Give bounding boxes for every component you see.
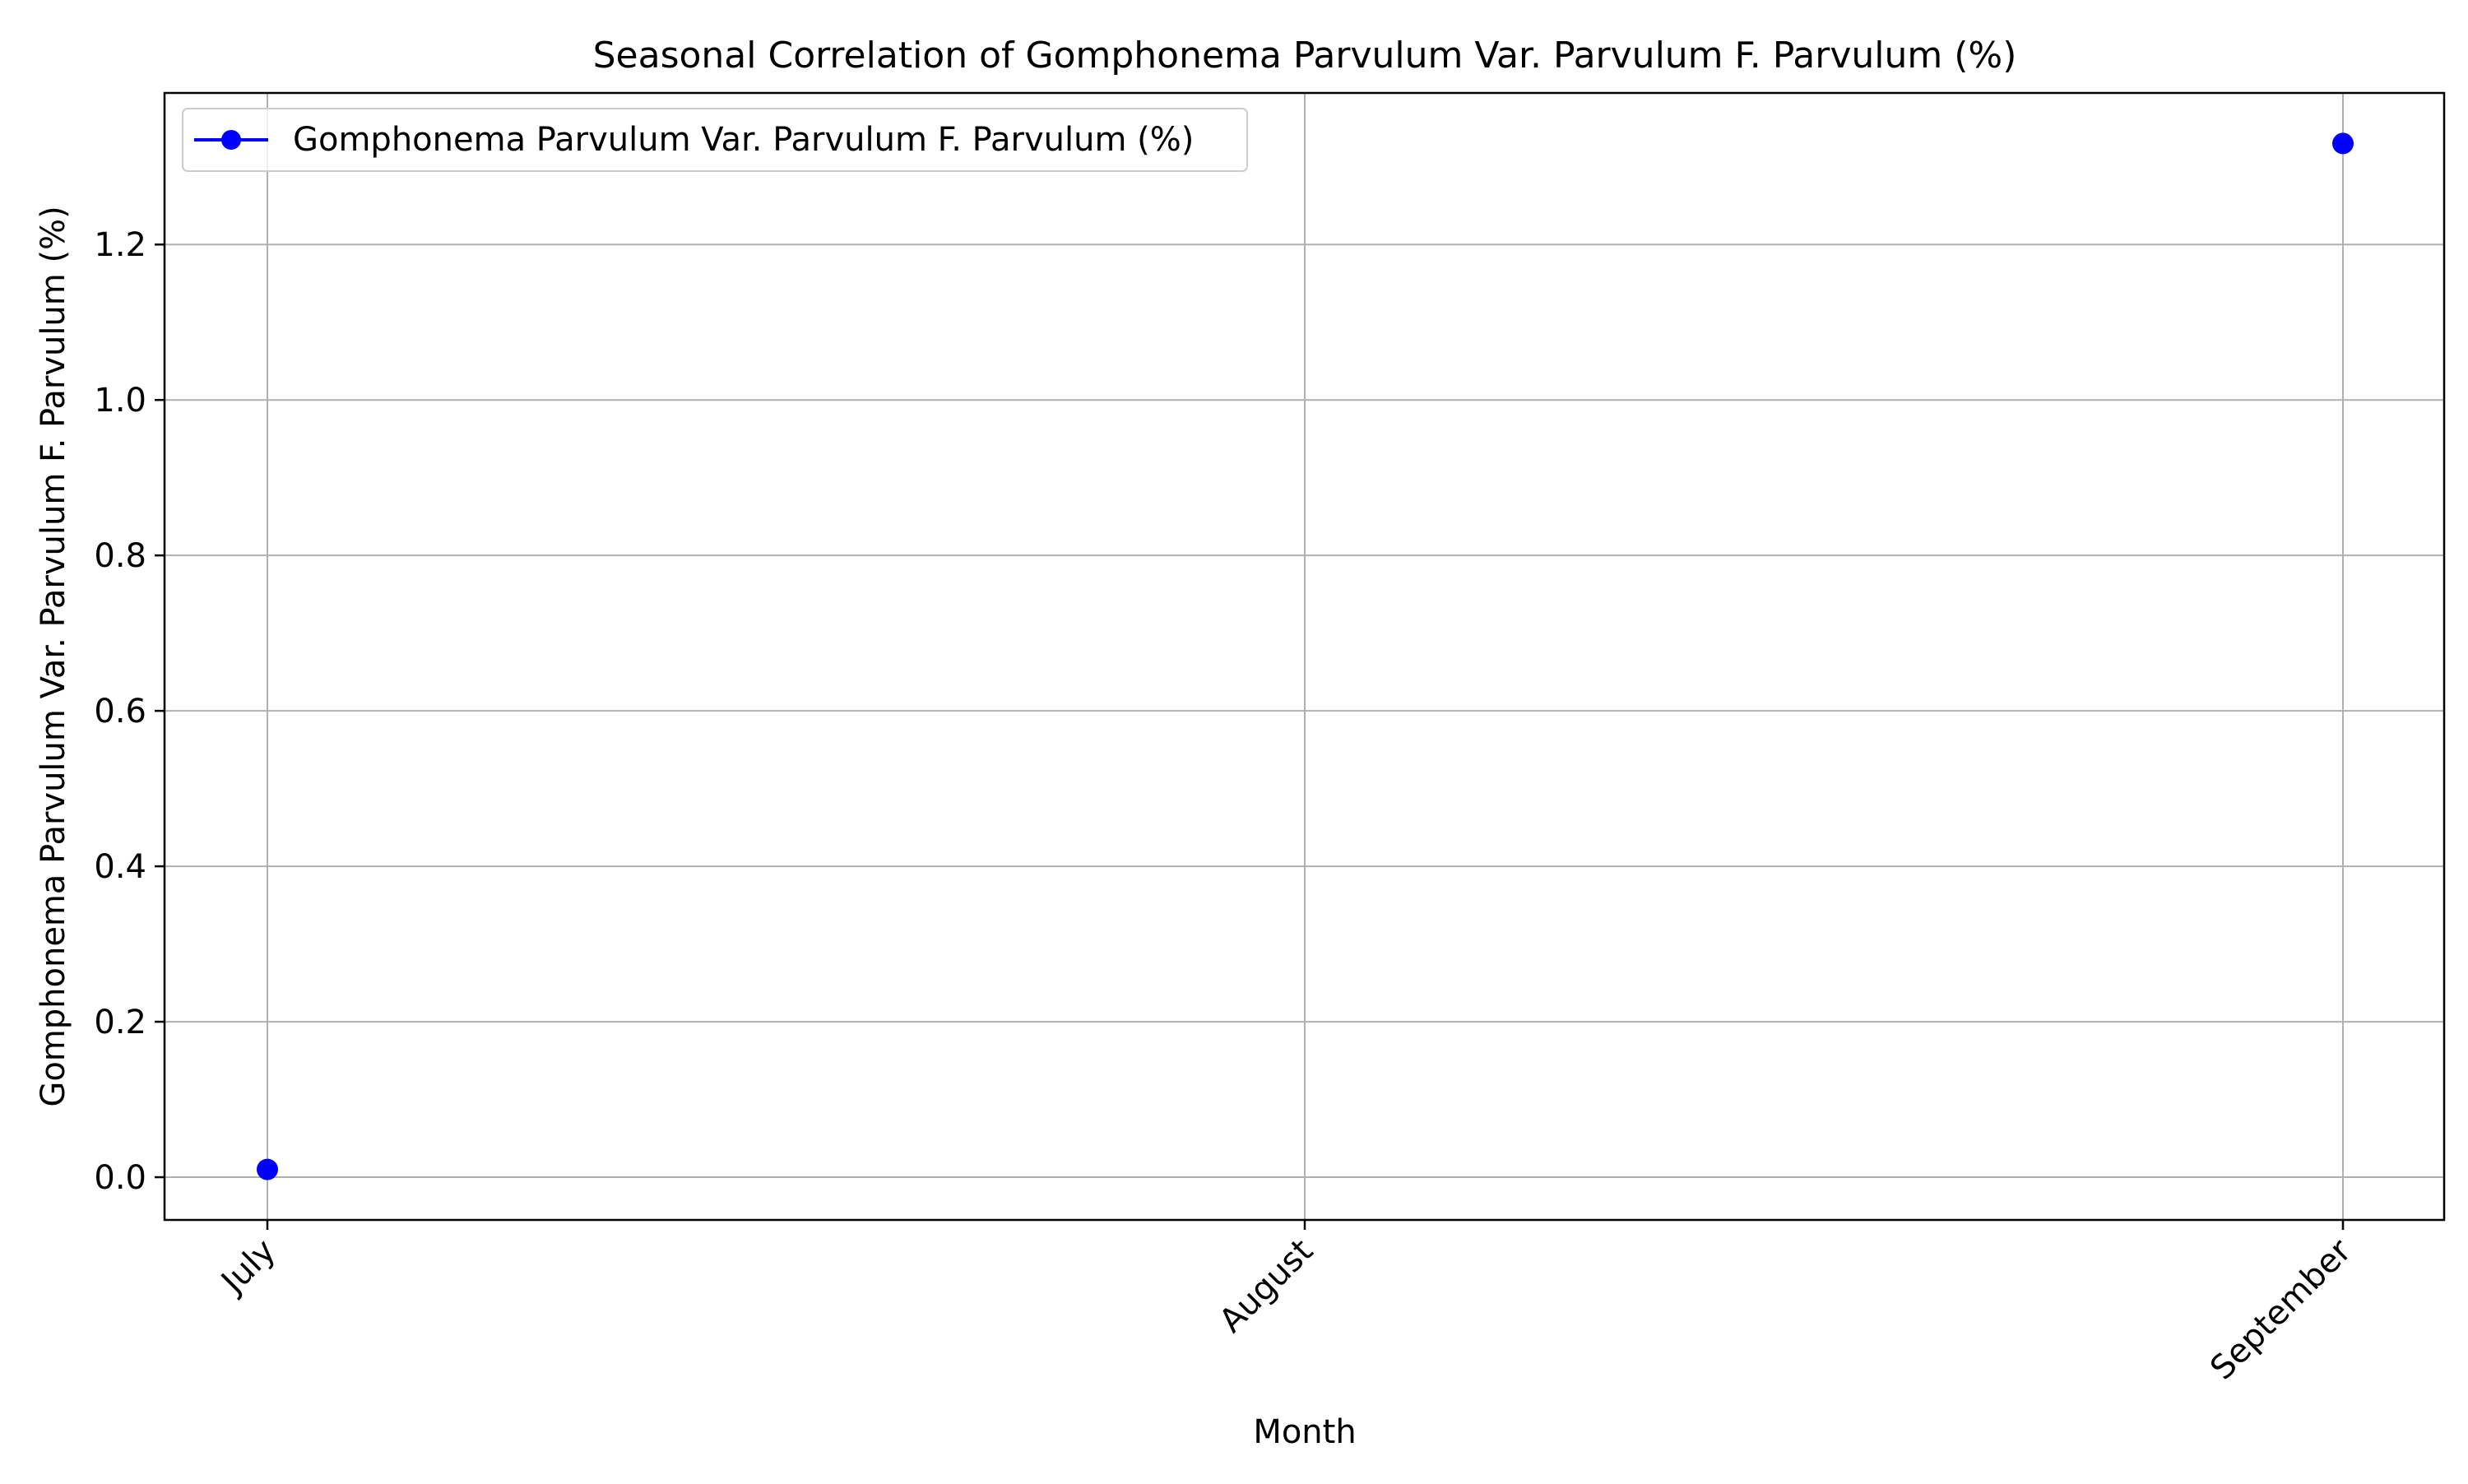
y-tick-label: 1.2 bbox=[94, 226, 146, 264]
y-tick-label: 0.6 bbox=[94, 693, 146, 730]
y-tick-label: 0.2 bbox=[94, 1004, 146, 1041]
grid-layer bbox=[165, 93, 2444, 1220]
data-point-marker bbox=[2332, 132, 2354, 155]
y-tick-label: 0.4 bbox=[94, 848, 146, 886]
series-layer bbox=[257, 132, 2354, 1180]
chart-title: Seasonal Correlation of Gomphonema Parvu… bbox=[593, 35, 2017, 77]
y-tick-label: 0.0 bbox=[94, 1159, 146, 1197]
plot-area-frame bbox=[163, 91, 2446, 1222]
y-axis-ticks: 0.0 0.2 0.4 0.6 0.8 1.0 1.2 bbox=[94, 226, 165, 1197]
legend-box bbox=[182, 108, 1248, 172]
y-axis-label: Gomphonema Parvulum Var. Parvulum F. Par… bbox=[35, 206, 72, 1106]
legend-marker-swatch bbox=[221, 130, 241, 150]
y-tick-label: 0.8 bbox=[94, 537, 146, 575]
legend: Gomphonema Parvulum Var. Parvulum F. Par… bbox=[182, 108, 1248, 172]
y-tick-label: 1.0 bbox=[94, 382, 146, 420]
legend-series-label: Gomphonema Parvulum Var. Parvulum F. Par… bbox=[293, 121, 1194, 159]
x-axis-label: Month bbox=[1253, 1413, 1356, 1451]
data-point-marker bbox=[257, 1158, 278, 1180]
